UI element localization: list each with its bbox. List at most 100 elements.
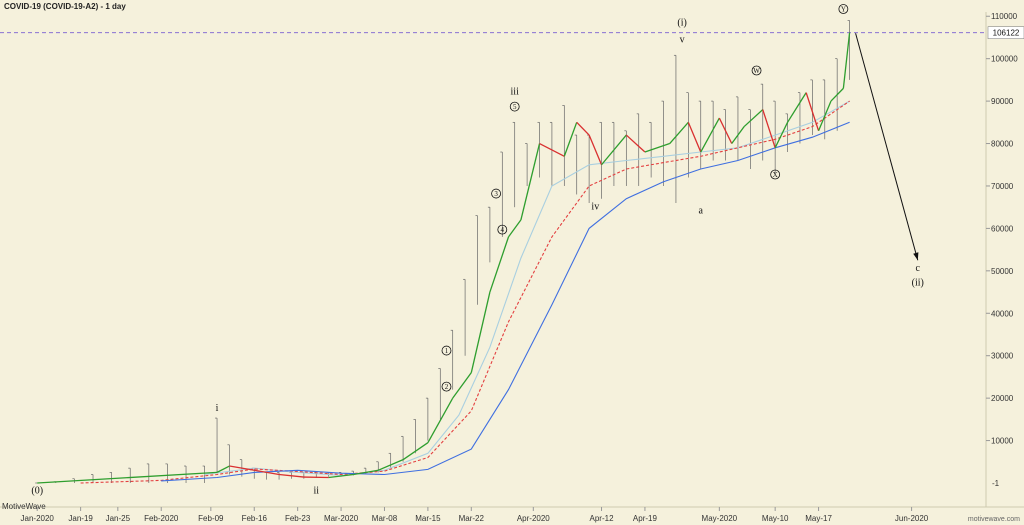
x-tick-label: Feb-16 — [242, 514, 268, 523]
wave-segment — [625, 134, 646, 153]
wave-segment — [601, 134, 627, 166]
wave-label: c — [916, 263, 921, 274]
wave-label: ii — [313, 486, 319, 497]
y-tick-label: 100000 — [991, 55, 1018, 64]
wave-segment — [762, 109, 776, 148]
wave-segment — [700, 117, 720, 153]
wave-label-circle — [497, 224, 508, 235]
y-tick-label: 70000 — [991, 182, 1014, 191]
wave-label: 2 — [445, 383, 449, 391]
wave-label: b — [841, 0, 846, 1]
wave-segment — [805, 92, 820, 132]
wave-label: X — [773, 171, 778, 179]
wave-segment — [328, 473, 354, 479]
wave-segment — [774, 122, 789, 149]
y-bottom-label: -1 — [992, 479, 1000, 488]
ma-fast-line — [204, 100, 850, 476]
y-tick-label: 30000 — [991, 352, 1014, 361]
x-tick-label: Apr-2020 — [517, 514, 550, 523]
wave-label: 3 — [494, 190, 498, 198]
forecast-arrow-head — [913, 252, 919, 261]
wave-label: iv — [591, 201, 599, 212]
x-tick-label: Jan-25 — [106, 514, 131, 523]
ma-mid-line — [80, 100, 850, 484]
x-tick-label: Jun-2020 — [895, 514, 929, 523]
wave-segment — [507, 219, 522, 238]
y-tick-label: 20000 — [991, 394, 1014, 403]
wave-segment — [563, 122, 578, 157]
wave-label: (i) — [677, 18, 686, 29]
x-tick-label: Mar-2020 — [324, 514, 359, 523]
x-tick-label: Feb-23 — [285, 514, 311, 523]
wave-label: (ii) — [912, 278, 924, 289]
wave-segment — [644, 142, 670, 153]
wave-segment — [254, 469, 280, 476]
x-tick-label: Jan-19 — [68, 514, 93, 523]
chart-title: COVID-19 (COVID-19-A2) - 1 day — [4, 2, 126, 11]
wave-segment — [353, 469, 379, 476]
ma-slow-line — [161, 121, 850, 482]
x-tick-label: Mar-15 — [415, 514, 441, 523]
wave-label: i — [216, 403, 219, 414]
wave-segment — [842, 32, 851, 89]
y-tick-label: 80000 — [991, 140, 1014, 149]
wave-segment — [731, 126, 745, 144]
x-tick-label: Apr-19 — [633, 514, 658, 523]
wave-segment — [718, 117, 733, 144]
wave-segment — [489, 236, 510, 293]
wave-segment — [669, 121, 689, 144]
wave-segment — [787, 92, 807, 123]
wave-label: 4 — [501, 226, 505, 234]
y-tick-label: 110000 — [991, 12, 1018, 21]
wave-label-circle — [441, 345, 452, 356]
x-tick-label: Jan-2020 — [21, 514, 55, 523]
wave-label: Y — [841, 6, 846, 14]
wave-segment — [37, 471, 218, 484]
current-value-box — [987, 26, 1024, 39]
wave-label-circle — [441, 381, 452, 392]
wave-label: (0) — [31, 486, 43, 497]
wave-label-circle — [509, 101, 520, 112]
wave-segment — [588, 134, 603, 166]
y-tick-label: 40000 — [991, 309, 1014, 318]
footer-brand: motivewave.com — [967, 516, 1020, 523]
wave-label: v — [680, 35, 685, 46]
y-tick-label: 50000 — [991, 267, 1014, 276]
wave-segment — [229, 465, 255, 471]
wave-label-circle — [491, 188, 502, 199]
wave-segment — [743, 109, 764, 128]
wave-label: 1 — [445, 347, 449, 355]
wave-label-circle — [751, 65, 762, 76]
wave-segment — [576, 121, 590, 136]
current-value-label: 106122 — [993, 29, 1020, 38]
x-tick-label: May-10 — [762, 514, 789, 523]
x-tick-label: Apr-12 — [590, 514, 615, 523]
wave-segment — [817, 100, 832, 132]
x-tick-label: Feb-2020 — [144, 514, 179, 523]
wave-label-circle — [770, 169, 781, 180]
wave-label: W — [753, 67, 760, 75]
wave-segment — [470, 291, 491, 373]
x-tick-label: Mar-22 — [459, 514, 485, 523]
wave-label: iii — [511, 87, 520, 98]
wave-segment — [427, 397, 454, 444]
brand-watermark: MotiveWave — [2, 502, 46, 511]
x-tick-label: May-2020 — [702, 514, 738, 523]
forecast-arrow-line — [855, 33, 919, 261]
wave-label-circle — [838, 4, 849, 14]
wave-label: a — [699, 206, 704, 217]
x-tick-label: Mar-08 — [372, 514, 398, 523]
wave-segment — [402, 442, 429, 461]
y-tick-label: 10000 — [991, 437, 1014, 446]
y-tick-label: 90000 — [991, 97, 1014, 106]
wave-segment — [216, 465, 230, 473]
wave-segment — [830, 87, 844, 102]
wave-segment — [520, 143, 541, 221]
wave-segment — [452, 372, 472, 399]
wave-segment — [378, 459, 404, 471]
wave-segment — [278, 473, 304, 478]
wave-segment — [539, 142, 565, 157]
wave-segment — [687, 122, 702, 153]
x-tick-label: May-17 — [805, 514, 832, 523]
